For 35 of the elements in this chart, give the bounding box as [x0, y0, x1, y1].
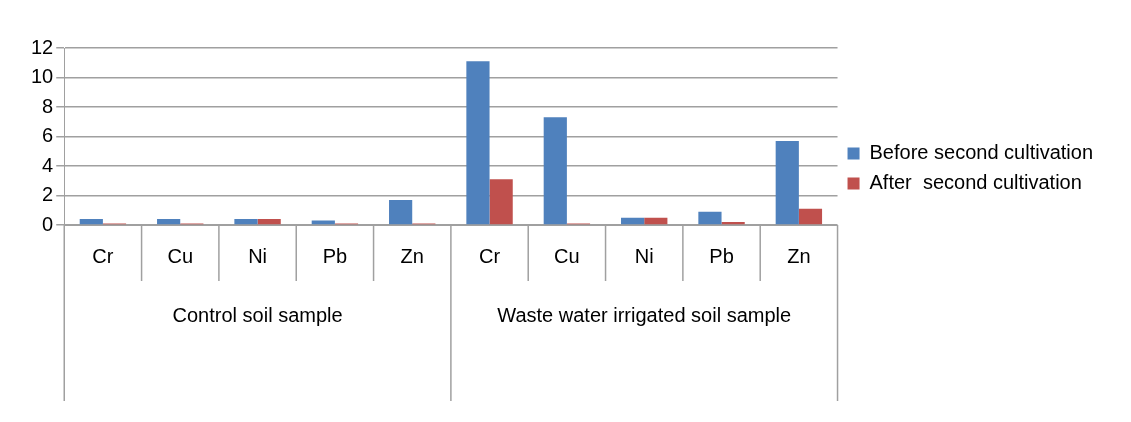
- bar: [257, 219, 281, 225]
- bar: [698, 211, 722, 225]
- bar: [234, 219, 258, 225]
- x-tick-label: Zn: [400, 244, 424, 267]
- bar: [79, 219, 103, 225]
- bar: [621, 217, 645, 225]
- y-tick-label: 4: [42, 153, 54, 176]
- x-tick-label: Zn: [787, 244, 811, 267]
- x-tick-label: Ni: [634, 244, 654, 267]
- bar: [466, 61, 490, 225]
- bar: [543, 117, 567, 225]
- bar: [775, 140, 799, 225]
- y-tick-label: 2: [42, 183, 54, 206]
- y-tick-label: 12: [31, 35, 54, 58]
- legend-label: Before second cultivation: [869, 141, 1093, 164]
- x-tick-label: Cu: [167, 244, 194, 267]
- text: Waste water irrigated soil sample: [497, 303, 792, 326]
- x-tick-label: Pb: [322, 244, 348, 267]
- y-tick-label: 10: [31, 65, 54, 88]
- bar: [798, 208, 823, 225]
- y-tick-label: 6: [42, 124, 54, 147]
- bar: [389, 199, 413, 225]
- bar: [157, 219, 181, 225]
- text: Control soil sample: [172, 303, 343, 326]
- bar: [721, 222, 745, 225]
- x-tick-label: Cr: [479, 244, 501, 267]
- x-tick-label: Pb: [709, 244, 734, 267]
- legend-label: After second cultivation: [869, 171, 1082, 194]
- x-tick-label: Ni: [248, 244, 268, 267]
- bar: [644, 217, 668, 225]
- x-tick-label: Cu: [554, 244, 580, 267]
- x-tick-label: Cr: [92, 244, 114, 267]
- y-tick-label: 8: [42, 94, 54, 117]
- bar: [489, 179, 513, 225]
- y-tick-label: 0: [42, 212, 54, 235]
